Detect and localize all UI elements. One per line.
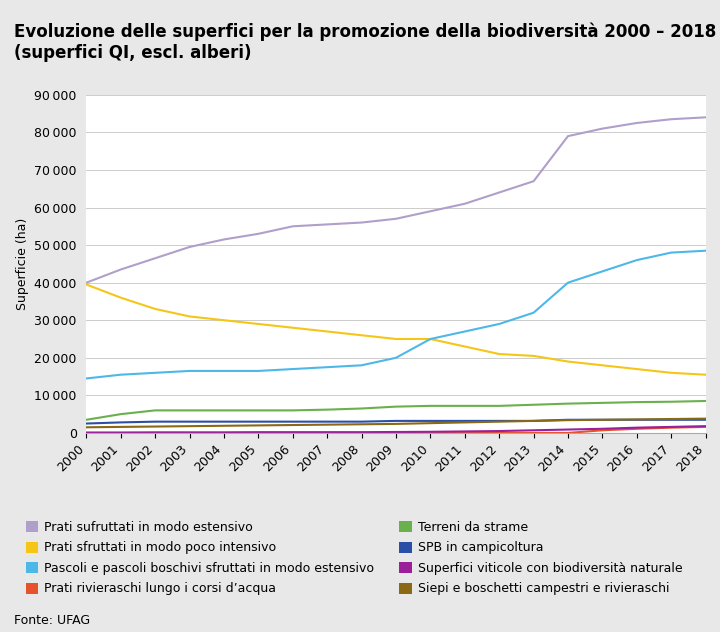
Text: Evoluzione delle superfici per la promozione della biodiversità 2000 – 2018: Evoluzione delle superfici per la promoz…: [14, 22, 716, 40]
Legend: Prati sufruttati in modo estensivo, Prati sfruttati in modo poco intensivo, Pasc: Prati sufruttati in modo estensivo, Prat…: [21, 516, 688, 600]
Text: Fonte: UFAG: Fonte: UFAG: [14, 614, 91, 627]
Y-axis label: Superficie (ha): Superficie (ha): [16, 218, 29, 310]
Text: (superfici QI, escl. alberi): (superfici QI, escl. alberi): [14, 44, 252, 62]
